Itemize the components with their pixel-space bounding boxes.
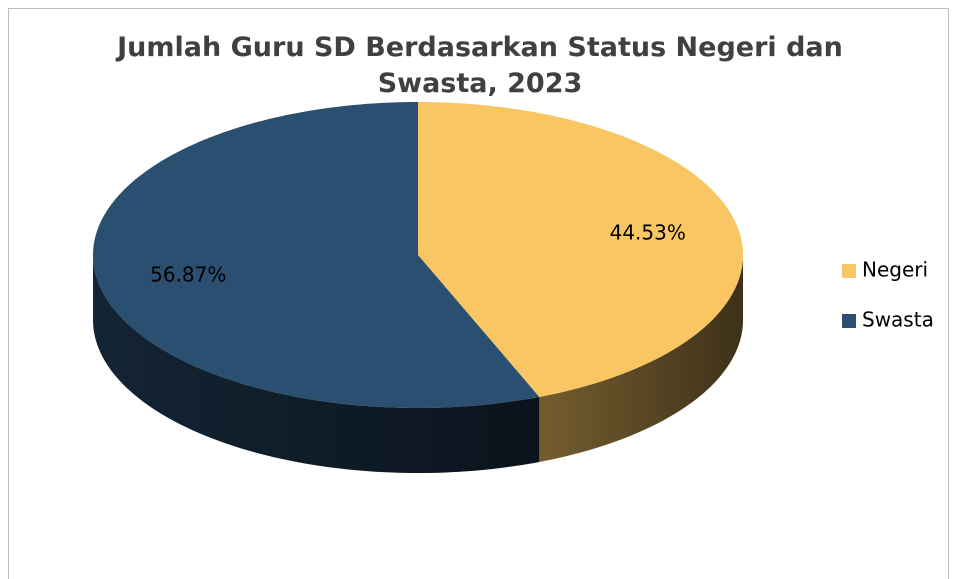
legend-label: Swasta	[862, 308, 934, 332]
legend-swatch	[842, 314, 856, 328]
chart-title: Jumlah Guru SD Berdasarkan Status Negeri…	[117, 32, 843, 99]
slice-side-shade	[93, 255, 540, 473]
legend-swatch	[842, 264, 856, 278]
data-label: 56.87%	[150, 262, 226, 286]
legend-label: Negeri	[862, 258, 928, 282]
slice	[93, 102, 540, 408]
slice	[418, 102, 743, 397]
slice-side-shade	[539, 255, 743, 462]
chart-frame	[8, 8, 949, 579]
data-label: 44.53%	[610, 221, 686, 245]
